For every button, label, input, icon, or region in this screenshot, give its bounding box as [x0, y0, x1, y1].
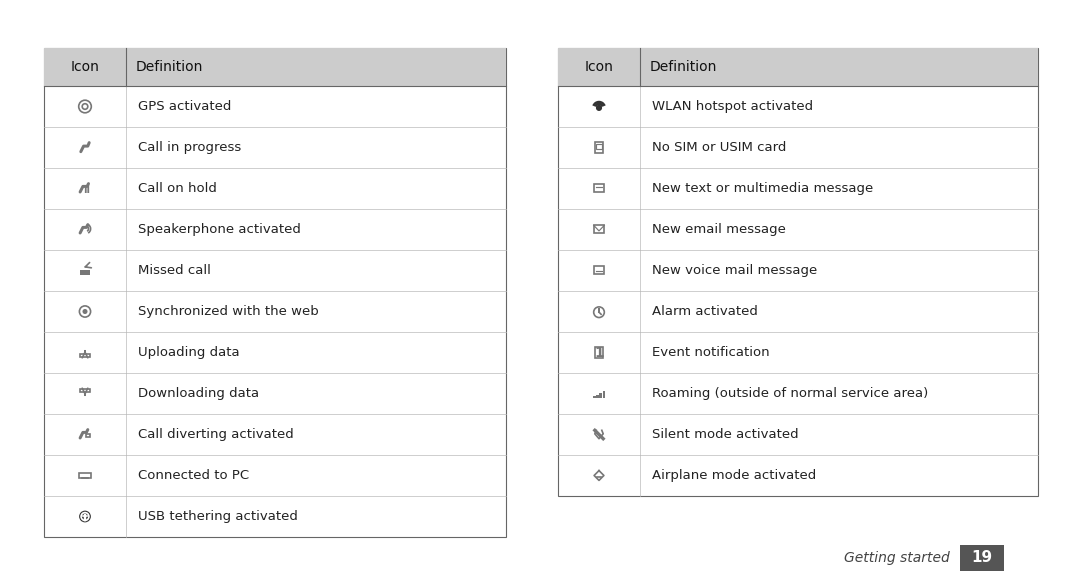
Bar [80, 270, 90, 275]
Circle shape [596, 105, 602, 111]
Text: Airplane mode activated: Airplane mode activated [652, 469, 816, 482]
Text: Getting started: Getting started [845, 551, 950, 565]
Text: Roaming (outside of normal service area): Roaming (outside of normal service area) [652, 387, 928, 400]
Bar [80, 473, 91, 478]
Text: Icon: Icon [584, 60, 613, 74]
Text: Missed call: Missed call [138, 264, 211, 277]
Circle shape [82, 309, 87, 314]
Text: Alarm activated: Alarm activated [652, 305, 758, 318]
Text: Event notification: Event notification [652, 346, 770, 359]
Bar [558, 48, 1038, 86]
Bar [599, 393, 602, 398]
Circle shape [79, 510, 91, 522]
Text: Silent mode activated: Silent mode activated [652, 428, 798, 441]
Text: Synchronized with the web: Synchronized with the web [138, 305, 319, 318]
Bar [595, 142, 604, 153]
Bar [603, 391, 605, 398]
Text: Downloading data: Downloading data [138, 387, 259, 400]
Bar [595, 347, 604, 358]
Text: No SIM or USIM card: No SIM or USIM card [652, 141, 786, 154]
Bar [85, 434, 90, 437]
Text: Definition: Definition [650, 60, 717, 74]
Text: WLAN hotspot activated: WLAN hotspot activated [652, 100, 813, 113]
Text: Speakerphone activated: Speakerphone activated [138, 223, 301, 236]
Bar [594, 225, 605, 233]
Text: 1: 1 [594, 346, 604, 360]
Text: Icon: Icon [70, 60, 99, 74]
Bar [44, 48, 507, 86]
Bar [596, 394, 598, 398]
Text: New voice mail message: New voice mail message [652, 264, 818, 277]
Bar [80, 354, 90, 357]
Bar [80, 389, 90, 392]
Bar [594, 266, 605, 274]
Text: 19: 19 [971, 550, 993, 565]
Bar [596, 144, 602, 149]
Text: Uploading data: Uploading data [138, 346, 240, 359]
Bar [558, 48, 1038, 496]
Bar [44, 48, 507, 537]
Text: Call diverting activated: Call diverting activated [138, 428, 294, 441]
Text: USB tethering activated: USB tethering activated [138, 510, 298, 523]
Text: New text or multimedia message: New text or multimedia message [652, 182, 874, 195]
FancyBboxPatch shape [960, 545, 1004, 571]
Text: Call in progress: Call in progress [138, 141, 241, 154]
Text: Definition: Definition [136, 60, 203, 74]
Text: New email message: New email message [652, 223, 786, 236]
Text: Connected to PC: Connected to PC [138, 469, 249, 482]
Bar [593, 396, 595, 398]
Text: GPS activated: GPS activated [138, 100, 231, 113]
Text: II: II [83, 185, 90, 195]
Text: Call on hold: Call on hold [138, 182, 217, 195]
